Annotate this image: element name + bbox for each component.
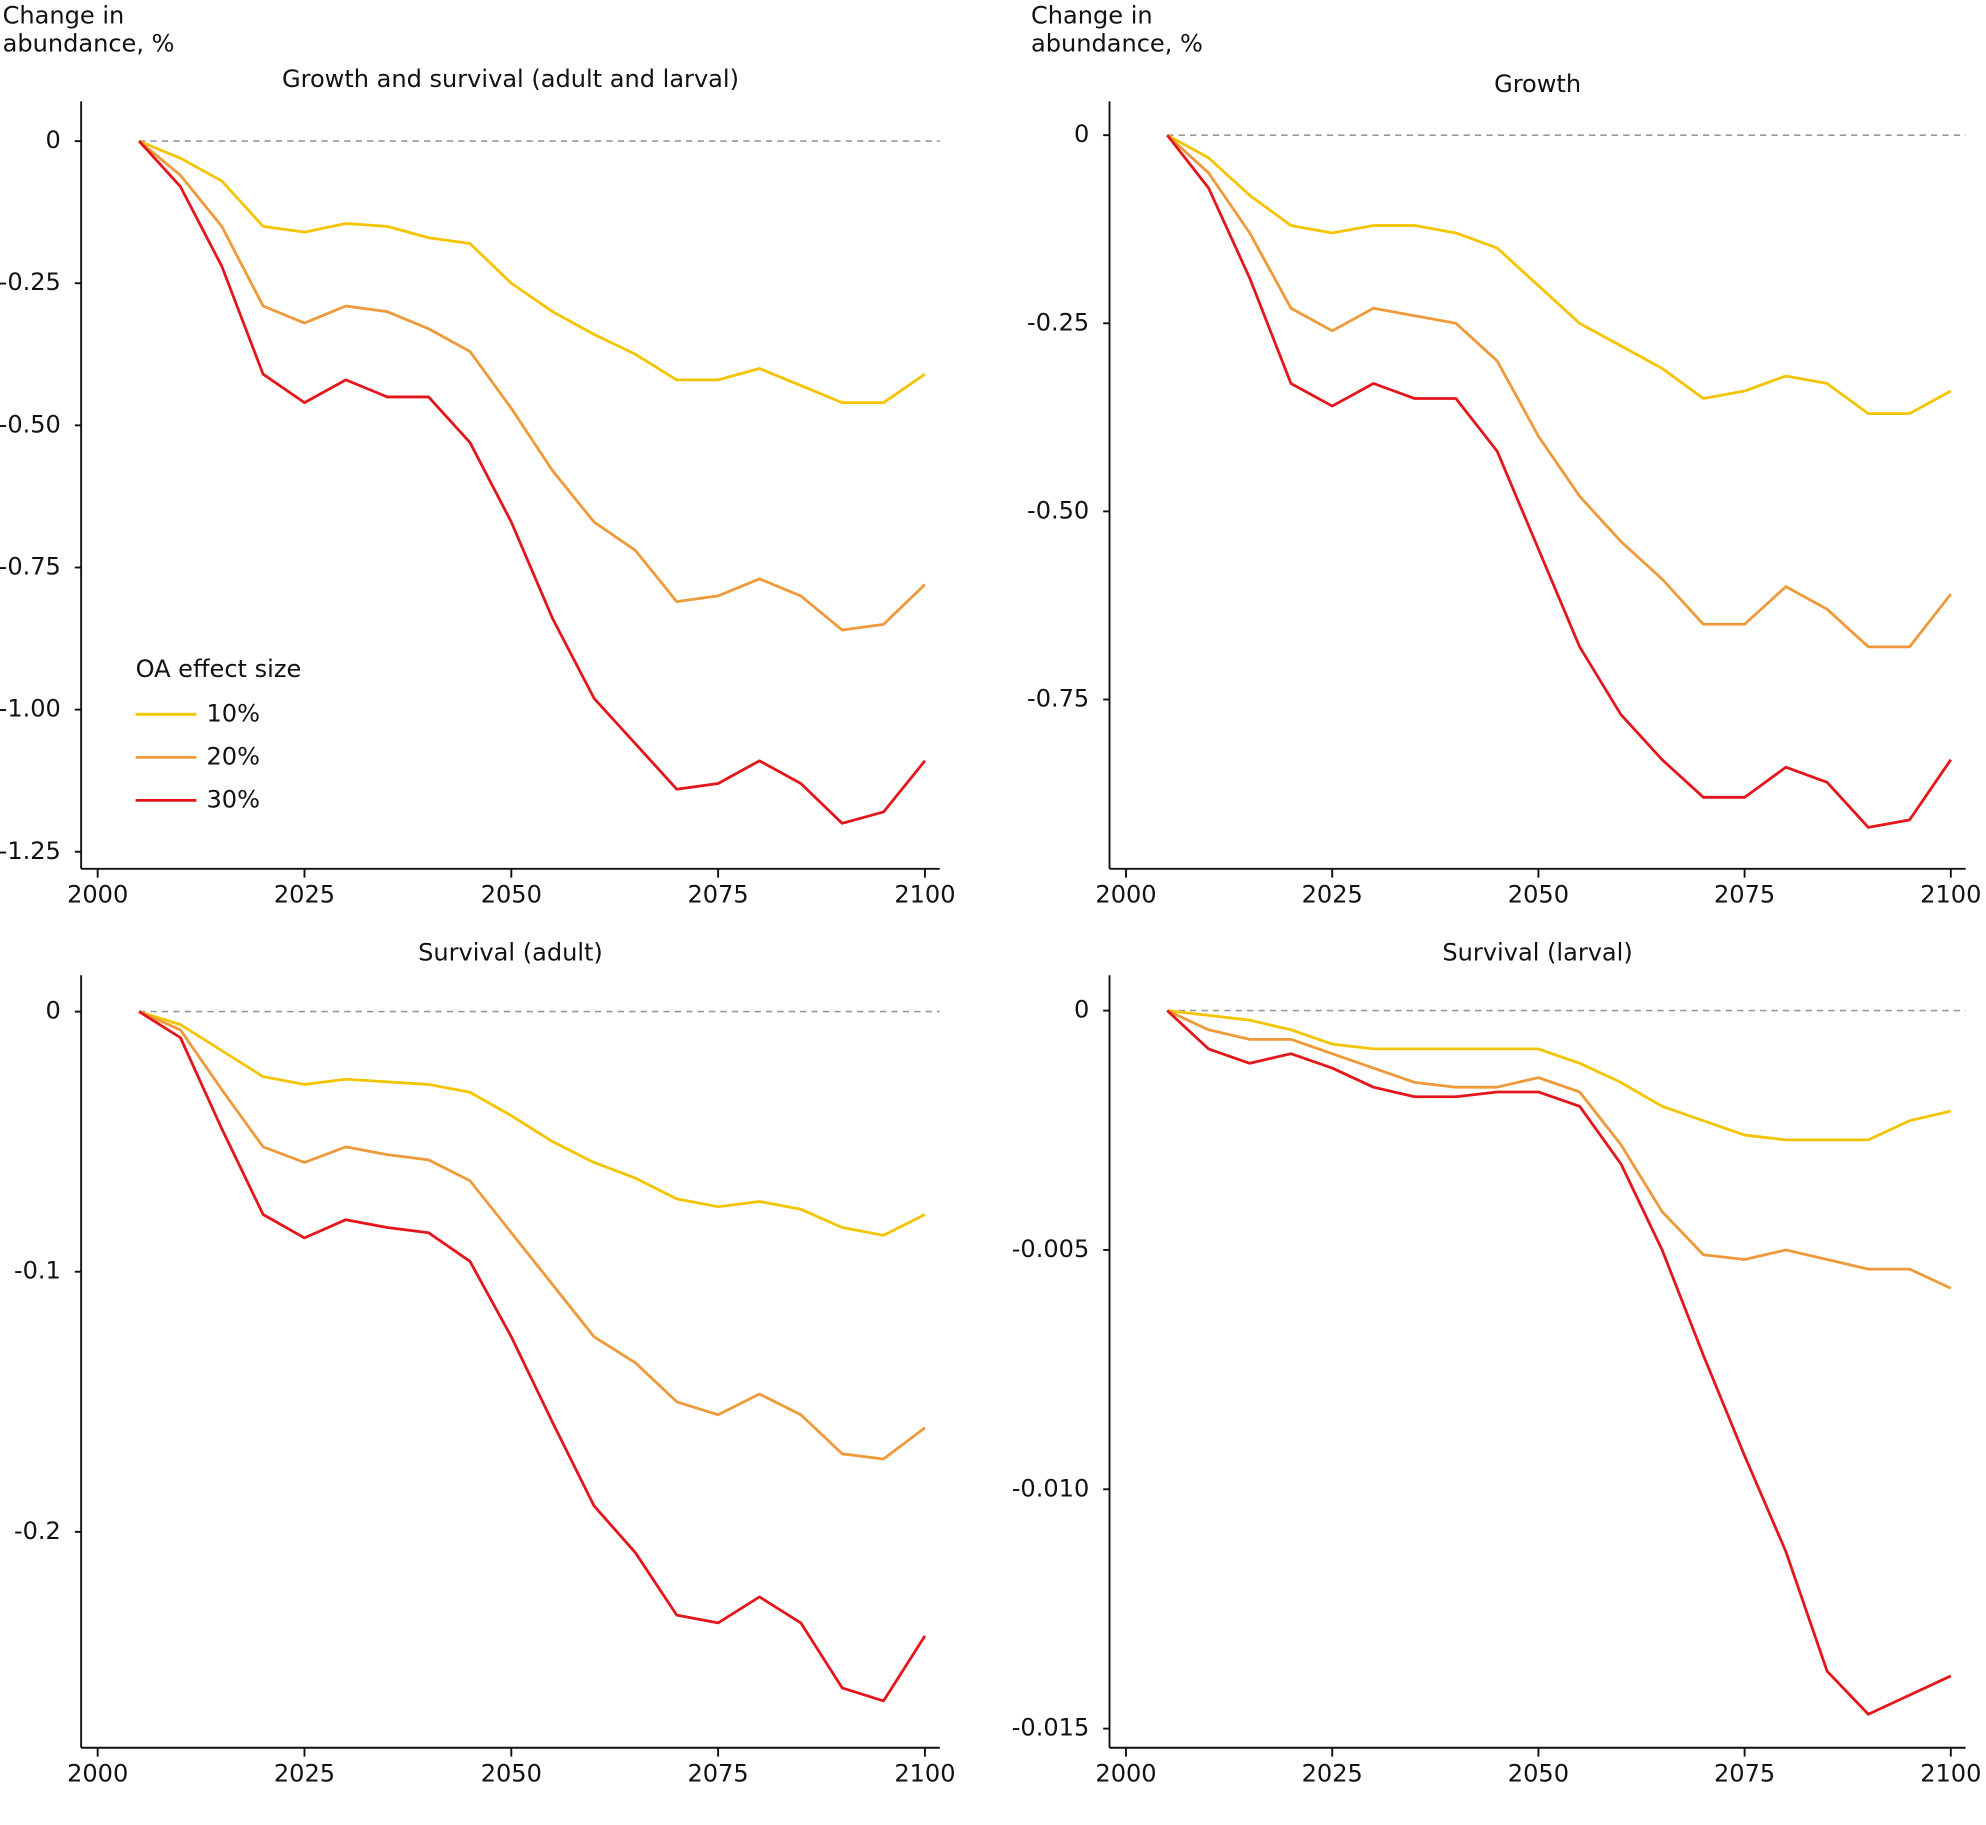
x-tick-label: 2100 [1920, 880, 1981, 908]
x-tick-label: 2100 [894, 1759, 955, 1787]
y-tick-label: -1.25 [0, 837, 61, 865]
x-tick-label: 2075 [1714, 880, 1775, 908]
data-line [138, 140, 926, 632]
y-tick-label: -0.005 [1012, 1235, 1090, 1263]
legend-title: OA effect size [136, 655, 302, 683]
panel-title: Survival (larval) [1442, 939, 1632, 967]
data-line [1166, 1009, 1952, 1716]
x-tick-label: 2000 [67, 880, 128, 908]
x-tick-label: 2075 [1714, 1759, 1775, 1787]
x-tick-label: 2025 [274, 1759, 335, 1787]
legend-label: 10% [207, 699, 260, 727]
y-tick-label: -0.50 [1027, 496, 1089, 524]
panel-title: Growth and survival (adult and larval) [282, 65, 739, 93]
y-axis-label: Change in abundance, % [1031, 1, 1203, 57]
y-tick-label: -0.2 [14, 1517, 61, 1545]
x-tick-label: 2000 [67, 1759, 128, 1787]
data-line [1166, 134, 1952, 649]
panel-title: Growth [1494, 70, 1581, 98]
y-tick-label: -0.75 [1027, 685, 1089, 713]
x-tick-label: 2025 [1302, 1759, 1363, 1787]
x-tick-label: 2050 [481, 1759, 542, 1787]
x-tick-label: 2100 [1920, 1759, 1981, 1787]
data-line [138, 1010, 927, 1703]
data-line [138, 139, 926, 405]
y-tick-label: -0.015 [1012, 1714, 1090, 1742]
y-tick-label: -0.25 [0, 268, 61, 296]
y-tick-label: -0.50 [0, 410, 61, 438]
x-tick-label: 2000 [1095, 1759, 1156, 1787]
data-line [1166, 133, 1952, 415]
y-tick-label: 0 [1074, 120, 1089, 148]
y-tick-label: -0.1 [14, 1257, 61, 1285]
x-tick-label: 2075 [688, 1759, 749, 1787]
legend-label: 30% [207, 785, 260, 813]
x-tick-label: 2025 [1302, 880, 1363, 908]
y-tick-label: 0 [46, 126, 61, 154]
x-tick-label: 2050 [1508, 1759, 1569, 1787]
data-line [1167, 1009, 1952, 1142]
y-tick-label: -0.75 [0, 552, 61, 580]
data-line [138, 1010, 926, 1237]
data-line [138, 1010, 926, 1461]
legend-label: 20% [207, 742, 260, 770]
y-axis-label: Change in abundance, % [3, 1, 175, 57]
x-tick-label: 2075 [688, 880, 749, 908]
x-tick-label: 2050 [481, 880, 542, 908]
data-line [138, 140, 927, 825]
data-line [1166, 134, 1952, 829]
x-tick-label: 2050 [1508, 880, 1569, 908]
y-tick-label: -0.010 [1012, 1474, 1090, 1502]
y-tick-label: 0 [46, 997, 61, 1025]
panel-title: Survival (adult) [418, 939, 603, 967]
x-tick-label: 2000 [1095, 880, 1156, 908]
data-line [1166, 1009, 1952, 1290]
y-tick-label: -1.00 [0, 695, 61, 723]
y-tick-label: -0.25 [1027, 308, 1089, 336]
x-tick-label: 2025 [274, 880, 335, 908]
y-tick-label: 0 [1074, 996, 1089, 1024]
x-tick-label: 2100 [894, 880, 955, 908]
